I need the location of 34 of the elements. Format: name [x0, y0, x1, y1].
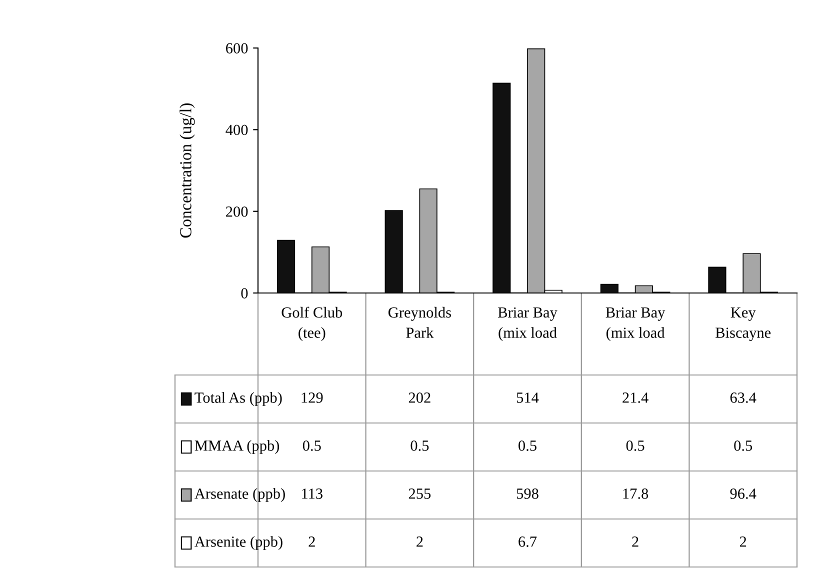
data-label: 514 [516, 392, 539, 403]
data-label: 6.7 [518, 536, 537, 547]
y-tick-label: 0 [241, 288, 248, 298]
data-label: 2 [740, 536, 746, 547]
data-label: 2 [632, 536, 638, 547]
x-tick-label: Greynolds Park [388, 306, 451, 338]
data-label: 129 [302, 392, 323, 403]
legend-label: MMAA (ppb) [194, 440, 280, 454]
data-label: 0.5 [302, 440, 321, 451]
data-label: 96.4 [730, 488, 756, 499]
data-label: 598 [516, 488, 538, 499]
data-label: 2 [308, 536, 315, 547]
legend-label: Arsenite (ppb) [194, 536, 282, 550]
x-tick-label: Key Biscayne [716, 307, 771, 342]
x-tick-label: Briar Bay (mix load [606, 307, 666, 341]
y-axis-title: Concentration (ug/l) [180, 103, 195, 238]
data-label: 255 [408, 488, 431, 499]
x-tick-label: Briar Bay (mix load [498, 307, 558, 341]
data-label: 0.5 [626, 440, 644, 451]
data-label: 63.4 [730, 392, 756, 403]
y-tick-label: 200 [226, 206, 248, 217]
data-label: 0.5 [734, 440, 752, 451]
data-label: 202 [408, 392, 430, 403]
data-label: 2 [416, 536, 423, 547]
data-label: 0.5 [518, 440, 536, 451]
data-label: 17.8 [623, 488, 648, 499]
legend-label: Arsenate (ppb) [194, 488, 285, 502]
data-label: 21.4 [622, 392, 648, 403]
data-label: 0.5 [410, 440, 429, 451]
y-tick-label: 400 [226, 124, 248, 136]
legend-label: Total As (ppb) [194, 392, 282, 406]
data-label: 113 [302, 488, 322, 499]
x-tick-label: Golf Club (tee) [282, 306, 342, 341]
y-tick-label: 600 [226, 43, 248, 54]
